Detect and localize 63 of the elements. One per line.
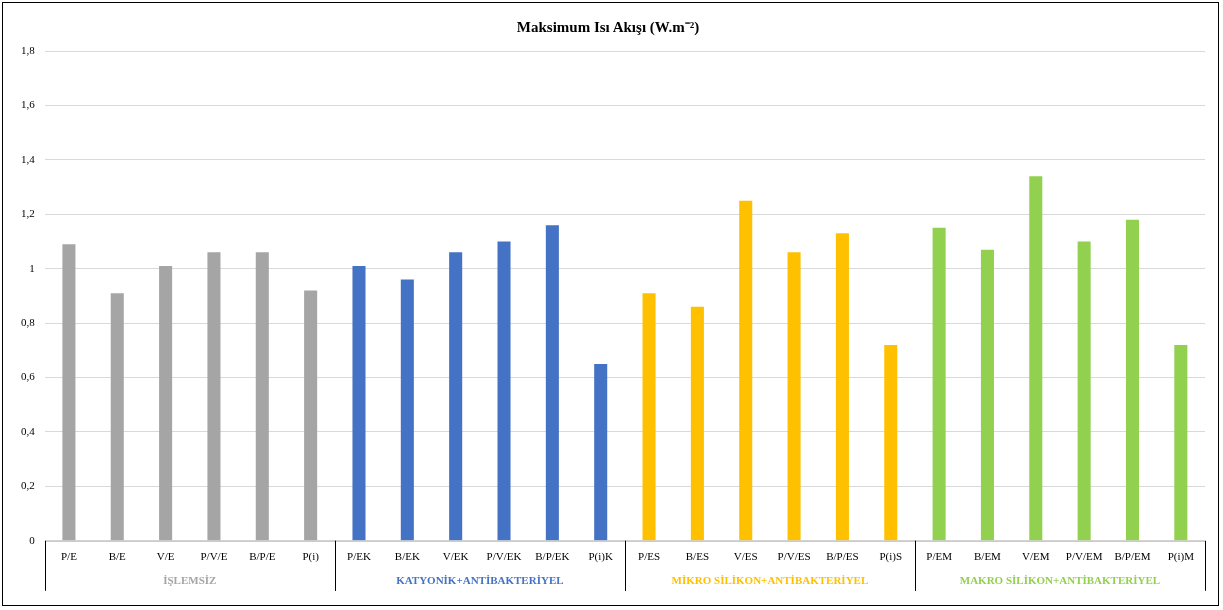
text: MAKRO SİLİKON+ANTİBAKTERİYEL <box>959 573 1161 586</box>
x-tick-label: P(i)M <box>1167 550 1195 564</box>
bar <box>739 200 753 541</box>
bar <box>787 252 801 541</box>
x-tick-label: V/EM <box>1022 550 1050 563</box>
x-tick-label: V/E <box>156 550 175 563</box>
x-tick-label: B/EK <box>394 550 420 563</box>
bar <box>449 252 463 541</box>
bar <box>110 293 124 541</box>
x-tick-label: B/P/EK <box>535 550 570 563</box>
x-tick-label: P/EM <box>926 550 953 563</box>
y-tick-label: 0,6 <box>21 370 36 383</box>
text: MİKRO SİLİKON+ANTİBAKTERİYEL <box>671 573 869 586</box>
y-tick-label: 1,6 <box>21 98 36 111</box>
y-tick-label: 0,8 <box>21 316 36 328</box>
y-tick-label: 0,4 <box>21 424 36 437</box>
x-tick-label: P(i)K <box>588 550 613 564</box>
text: İŞLEMSİZ <box>163 573 217 586</box>
x-tick-label: B/ES <box>685 550 710 563</box>
text: KATYONİK+ANTİBAKTERİYEL <box>396 573 564 586</box>
bar <box>884 344 898 541</box>
x-tick-label: P/E <box>60 550 78 563</box>
bar <box>400 279 414 541</box>
y-tick-label: 1 <box>29 261 35 274</box>
x-tick-label: P(i)S <box>879 550 903 564</box>
bar <box>255 252 269 541</box>
y-tick-label: 0,2 <box>21 479 35 492</box>
x-tick-label: V/EK <box>442 550 469 563</box>
bar <box>932 227 946 541</box>
x-tick-label: P/V/EK <box>486 550 522 563</box>
bar <box>352 265 366 541</box>
bar <box>497 241 511 541</box>
bar <box>207 252 221 541</box>
bar <box>62 244 76 541</box>
x-tick-label: P/V/ES <box>777 550 811 563</box>
bar <box>1174 344 1188 541</box>
x-tick-label: P/V/E <box>200 550 228 563</box>
x-tick-label: B/E <box>108 550 127 563</box>
x-tick-label: P(i) <box>302 550 320 564</box>
y-tick-label: 0 <box>29 533 36 546</box>
bar <box>642 293 656 541</box>
x-tick-label: V/ES <box>733 550 758 563</box>
x-tick-label: P/ES <box>638 550 661 563</box>
bar <box>594 363 608 541</box>
bar <box>159 265 173 541</box>
x-tick-label: P/EK <box>347 550 371 563</box>
bar <box>690 306 704 541</box>
bar <box>304 290 318 541</box>
bar <box>1077 241 1091 541</box>
x-tick-label: B/P/EM <box>1114 550 1151 563</box>
x-tick-label: B/P/ES <box>826 550 859 563</box>
bar <box>545 225 559 541</box>
bar <box>1125 219 1140 541</box>
x-tick-label: B/P/E <box>249 550 276 563</box>
bar <box>1029 176 1043 541</box>
x-tick-label: P/V/EM <box>1065 550 1103 563</box>
bar <box>980 249 994 541</box>
bar <box>835 233 849 541</box>
y-tick-label: 1,8 <box>21 43 36 56</box>
x-tick-label: B/EM <box>974 550 1002 563</box>
chart-title: Maksimum Isı Akışı (W.m⁻²) <box>516 18 700 36</box>
y-tick-label: 1,2 <box>21 207 35 220</box>
y-tick-label: 1,4 <box>21 152 36 165</box>
